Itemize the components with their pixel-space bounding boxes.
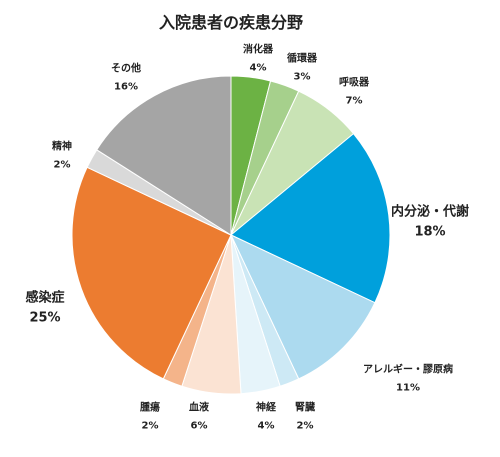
pie-slice-3	[230, 132, 391, 304]
slice-label-1: 循環器	[287, 52, 318, 65]
slice-value-label-2: 7%	[346, 96, 363, 107]
slice-label-6: 神経	[256, 401, 277, 414]
slice-label-4: アレルギー・膠原病	[363, 363, 453, 376]
slice-label-8: 腫瘍	[140, 401, 160, 414]
slice-label-0: 消化器	[243, 43, 274, 56]
slice-value-label-5: 2%	[297, 421, 314, 432]
slice-value-label-3: 18%	[414, 225, 445, 240]
slice-value-label-9: 25%	[29, 311, 60, 326]
slice-value-label-1: 3%	[294, 72, 311, 83]
pie-slice-11	[96, 75, 232, 236]
slice-value-label-10: 2%	[54, 160, 71, 171]
chart-title: 入院患者の疾患分野	[158, 13, 303, 32]
slice-label-9: 感染症	[25, 290, 64, 306]
pie-slice-9	[71, 166, 232, 380]
slice-label-7: 血液	[189, 401, 209, 414]
slice-label-3: 内分泌・代謝	[391, 204, 469, 220]
slice-value-label-0: 4%	[250, 63, 267, 74]
slice-value-label-7: 6%	[191, 421, 208, 432]
slice-label-10: 精神	[52, 140, 72, 153]
slice-value-label-4: 11%	[396, 383, 420, 394]
pie-slice-4	[229, 233, 376, 380]
slice-value-label-8: 2%	[142, 421, 159, 432]
slice-value-label-6: 4%	[258, 421, 275, 432]
slice-label-11: その他	[111, 62, 141, 75]
slice-label-2: 呼吸器	[339, 76, 370, 89]
slice-value-label-11: 16%	[114, 82, 138, 93]
slice-label-5: 腎臓	[295, 401, 315, 414]
